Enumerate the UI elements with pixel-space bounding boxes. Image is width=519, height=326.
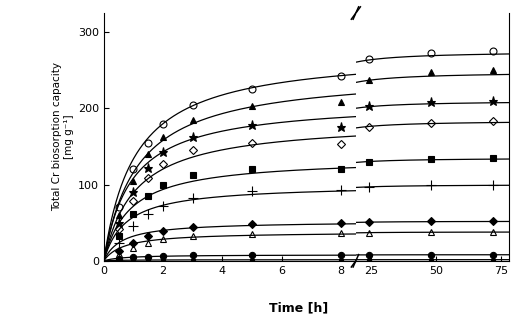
Text: Time [h]: Time [h]: [269, 302, 328, 315]
Y-axis label: Total Cr biosorption capacity
[mg g⁻¹]: Total Cr biosorption capacity [mg g⁻¹]: [52, 62, 74, 212]
